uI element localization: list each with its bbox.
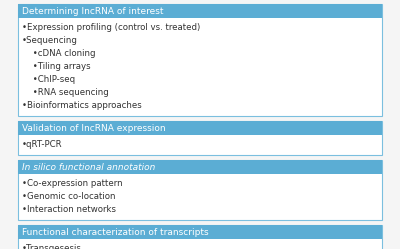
Text: Functional characterization of transcripts: Functional characterization of transcrip… [22,228,209,237]
Text: •Tiling arrays: •Tiling arrays [30,62,91,71]
Text: •Transgesesis: •Transgesesis [22,244,82,249]
Text: Validation of lncRNA expression: Validation of lncRNA expression [22,124,166,132]
Text: •Co-expression pattern: •Co-expression pattern [22,179,123,188]
Text: •Sequencing: •Sequencing [22,36,78,45]
Bar [18,160,382,220]
Text: •qRT-PCR: •qRT-PCR [22,140,63,149]
Bar [18,225,382,239]
Bar [18,4,382,116]
Text: •cDNA cloning: •cDNA cloning [30,49,96,58]
Text: •Interaction networks: •Interaction networks [22,205,116,214]
Text: Determining lncRNA of interest: Determining lncRNA of interest [22,6,164,15]
Text: •Expression profiling (control vs. treated): •Expression profiling (control vs. treat… [22,23,200,32]
Bar [18,121,382,155]
Bar [18,160,382,174]
Bar [18,4,382,18]
Bar [18,121,382,135]
Text: •ChIP-seq: •ChIP-seq [30,75,75,84]
Bar [18,225,382,249]
Text: •Bioinformatics approaches: •Bioinformatics approaches [22,101,142,110]
Text: •RNA sequencing: •RNA sequencing [30,88,109,97]
Text: •Genomic co-location: •Genomic co-location [22,192,116,201]
Text: In silico functional annotation: In silico functional annotation [22,163,155,172]
